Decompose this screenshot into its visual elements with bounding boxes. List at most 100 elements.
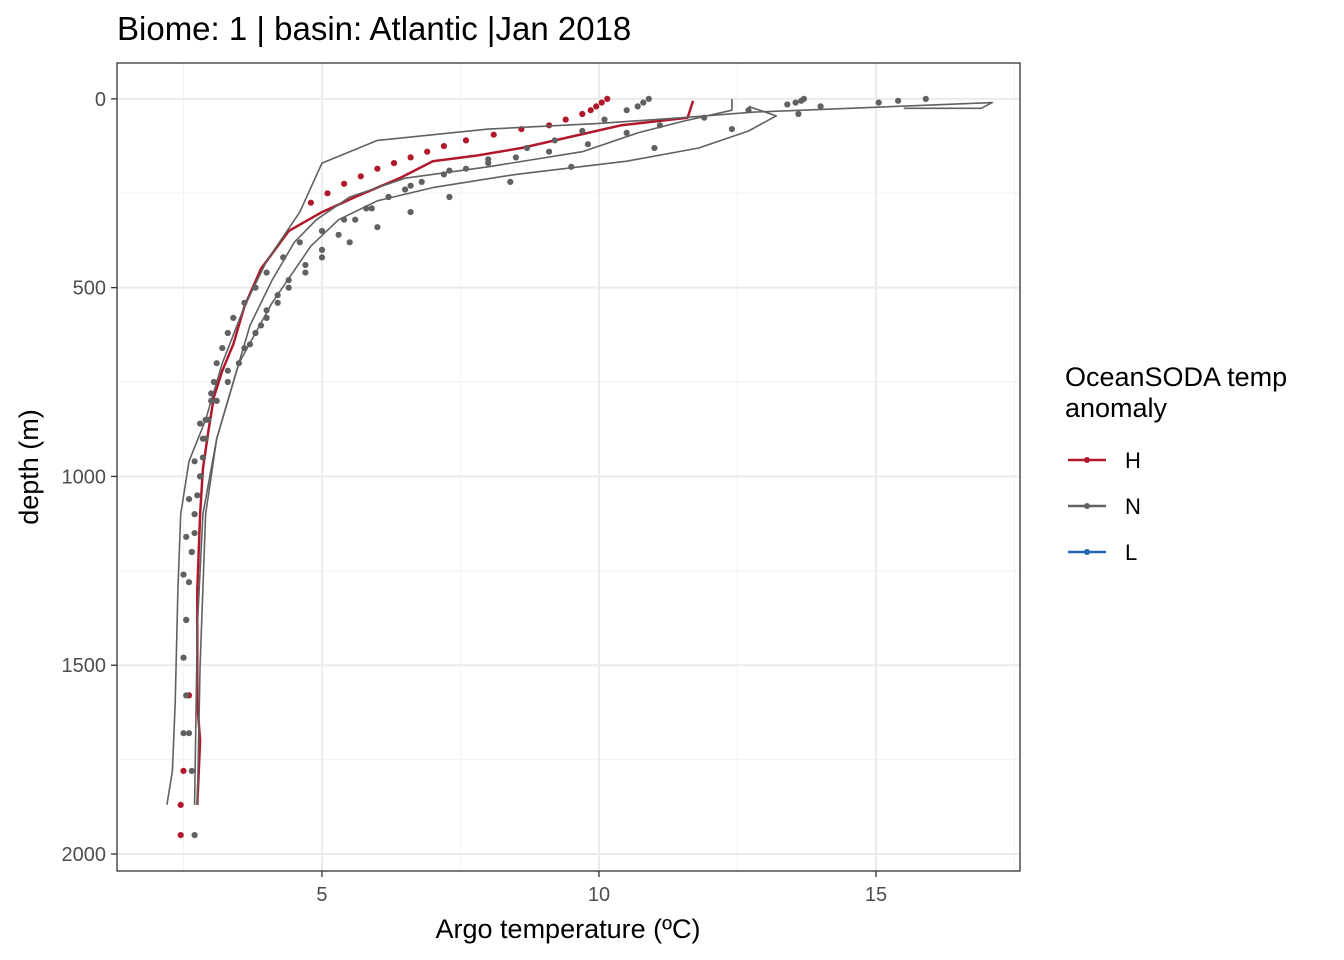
data-point-h bbox=[341, 180, 348, 187]
data-point-n bbox=[208, 390, 215, 397]
series-line-n bbox=[166, 101, 994, 806]
data-point-n bbox=[895, 97, 902, 104]
data-point-h bbox=[579, 110, 586, 118]
data-point-n bbox=[507, 178, 514, 185]
grid-minor bbox=[117, 63, 1020, 871]
data-point-n bbox=[418, 178, 425, 185]
series-line-n bbox=[196, 98, 733, 805]
data-point-n bbox=[224, 329, 231, 337]
legend-item-n: N bbox=[1068, 494, 1141, 519]
y-tick-label: 500 bbox=[73, 278, 106, 300]
data-point-n bbox=[191, 458, 198, 465]
legend-title-line-1: OceanSODA temp bbox=[1065, 362, 1287, 392]
data-point-n bbox=[210, 378, 217, 386]
panel-border bbox=[116, 62, 1021, 872]
data-point-n bbox=[402, 186, 409, 193]
data-point-n bbox=[180, 730, 187, 737]
data-point-n bbox=[191, 511, 198, 518]
data-point-n bbox=[188, 548, 195, 556]
data-point-n bbox=[551, 137, 558, 144]
data-point-n bbox=[197, 420, 204, 427]
data-point-n bbox=[199, 435, 206, 442]
data-point-n bbox=[230, 314, 237, 321]
data-point-n bbox=[202, 416, 209, 423]
data-point-n bbox=[185, 730, 193, 737]
legend-key-point bbox=[1084, 503, 1090, 509]
data-point-h bbox=[180, 767, 187, 775]
data-point-n bbox=[183, 616, 190, 624]
data-point-h bbox=[462, 137, 470, 144]
data-point-n bbox=[568, 163, 575, 170]
data-point-n bbox=[651, 144, 658, 152]
data-point-n bbox=[285, 277, 292, 284]
data-point-h bbox=[307, 199, 314, 206]
legend-entries: HNL bbox=[1068, 448, 1141, 565]
data-point-n bbox=[446, 167, 453, 174]
data-point-n bbox=[623, 107, 630, 114]
data-point-n bbox=[213, 360, 220, 367]
legend-item-h: H bbox=[1068, 448, 1141, 473]
data-point-n bbox=[194, 492, 201, 499]
grid-major bbox=[117, 63, 1020, 871]
data-point-h bbox=[424, 148, 431, 155]
legend-label: H bbox=[1125, 448, 1141, 473]
legend-item-l: L bbox=[1068, 540, 1137, 565]
x-axis-title: Argo temperature (ºC) bbox=[436, 914, 701, 944]
data-point-n bbox=[368, 205, 375, 212]
data-point-n bbox=[745, 107, 752, 114]
data-point-n bbox=[462, 165, 470, 172]
data-point-n bbox=[795, 110, 802, 118]
data-layer bbox=[166, 95, 994, 839]
data-point-n bbox=[352, 216, 359, 223]
data-point-n bbox=[546, 148, 553, 155]
data-point-n bbox=[241, 345, 248, 352]
data-point-n bbox=[191, 832, 198, 839]
data-point-h bbox=[440, 143, 447, 150]
data-point-n bbox=[302, 261, 309, 269]
data-point-n bbox=[623, 129, 630, 136]
data-point-n bbox=[407, 182, 414, 189]
data-point-n bbox=[875, 99, 882, 106]
legend-label: L bbox=[1125, 540, 1137, 565]
data-point-h bbox=[490, 131, 497, 138]
data-point-n bbox=[579, 127, 586, 135]
data-point-n bbox=[183, 692, 190, 699]
x-axis: 5 10 15 bbox=[316, 871, 887, 906]
data-point-n bbox=[219, 345, 226, 352]
series-line-n bbox=[193, 105, 778, 805]
data-point-h bbox=[177, 801, 184, 809]
legend-key-point bbox=[1084, 457, 1090, 463]
data-point-n bbox=[335, 231, 342, 238]
data-point-n bbox=[341, 216, 348, 223]
data-point-n bbox=[263, 307, 270, 314]
legend-title-line-2: anomaly bbox=[1065, 393, 1168, 423]
data-point-n bbox=[185, 579, 193, 586]
x-tick-label: 15 bbox=[865, 884, 887, 906]
data-point-n bbox=[252, 284, 259, 291]
data-point-n bbox=[224, 378, 231, 386]
legend-label: N bbox=[1125, 494, 1141, 519]
data-point-n bbox=[817, 103, 824, 110]
data-point-n bbox=[922, 95, 929, 102]
data-point-n bbox=[185, 496, 193, 503]
data-point-h bbox=[598, 99, 605, 106]
data-point-n bbox=[302, 269, 309, 276]
data-point-h bbox=[604, 95, 611, 102]
legend-key-point bbox=[1084, 549, 1090, 555]
legend: OceanSODA temp anomaly HNL bbox=[1065, 362, 1287, 565]
data-point-n bbox=[263, 314, 270, 321]
y-tick-label: 1500 bbox=[62, 655, 107, 677]
y-tick-label: 2000 bbox=[62, 844, 107, 866]
data-point-n bbox=[180, 654, 187, 661]
data-point-n bbox=[208, 397, 215, 404]
data-point-n bbox=[446, 193, 453, 201]
data-point-n bbox=[363, 205, 370, 212]
x-tick-label: 5 bbox=[316, 884, 327, 906]
data-point-n bbox=[385, 193, 392, 201]
data-point-n bbox=[485, 156, 492, 163]
data-point-h bbox=[324, 190, 331, 197]
data-point-n bbox=[728, 126, 736, 133]
data-point-n bbox=[318, 227, 326, 235]
data-point-n bbox=[634, 103, 641, 110]
